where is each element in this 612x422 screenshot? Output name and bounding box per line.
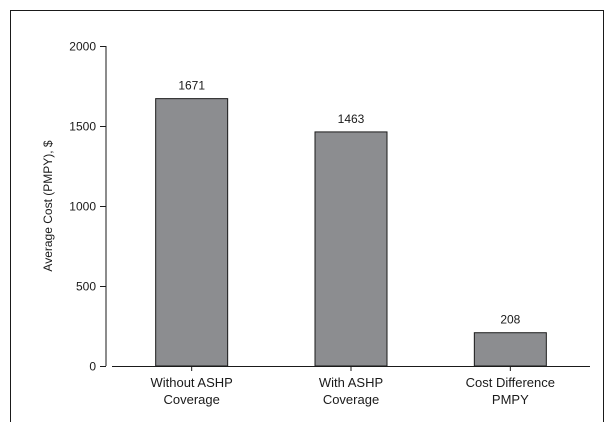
panel-border bbox=[10, 10, 604, 422]
data-label: 1671 bbox=[178, 79, 205, 93]
bar bbox=[314, 131, 388, 367]
y-tick-label: 1500 bbox=[69, 120, 96, 134]
bar bbox=[155, 98, 229, 367]
y-tick-label: 1000 bbox=[69, 200, 96, 214]
x-tick-label: Coverage bbox=[323, 392, 379, 407]
y-axis-label: Average Cost (PMPY), $ bbox=[41, 140, 55, 271]
plot-area: 0 500 1000 1500 2000 Average Cost (PMPY), $ 16… bbox=[41, 40, 590, 407]
data-label: 1463 bbox=[338, 112, 365, 126]
x-tick-label: With ASHP bbox=[319, 375, 383, 390]
data-label: 208 bbox=[500, 313, 520, 327]
bar bbox=[473, 332, 547, 367]
x-tick-label: PMPY bbox=[492, 392, 529, 407]
y-tick-label: 0 bbox=[89, 360, 96, 374]
x-tick-label: Without ASHP bbox=[150, 375, 232, 390]
x-tick-label: Coverage bbox=[163, 392, 219, 407]
y-tick-label: 2000 bbox=[69, 40, 96, 54]
x-tick-label: Cost Difference bbox=[466, 375, 555, 390]
y-tick-label: 500 bbox=[76, 280, 96, 294]
